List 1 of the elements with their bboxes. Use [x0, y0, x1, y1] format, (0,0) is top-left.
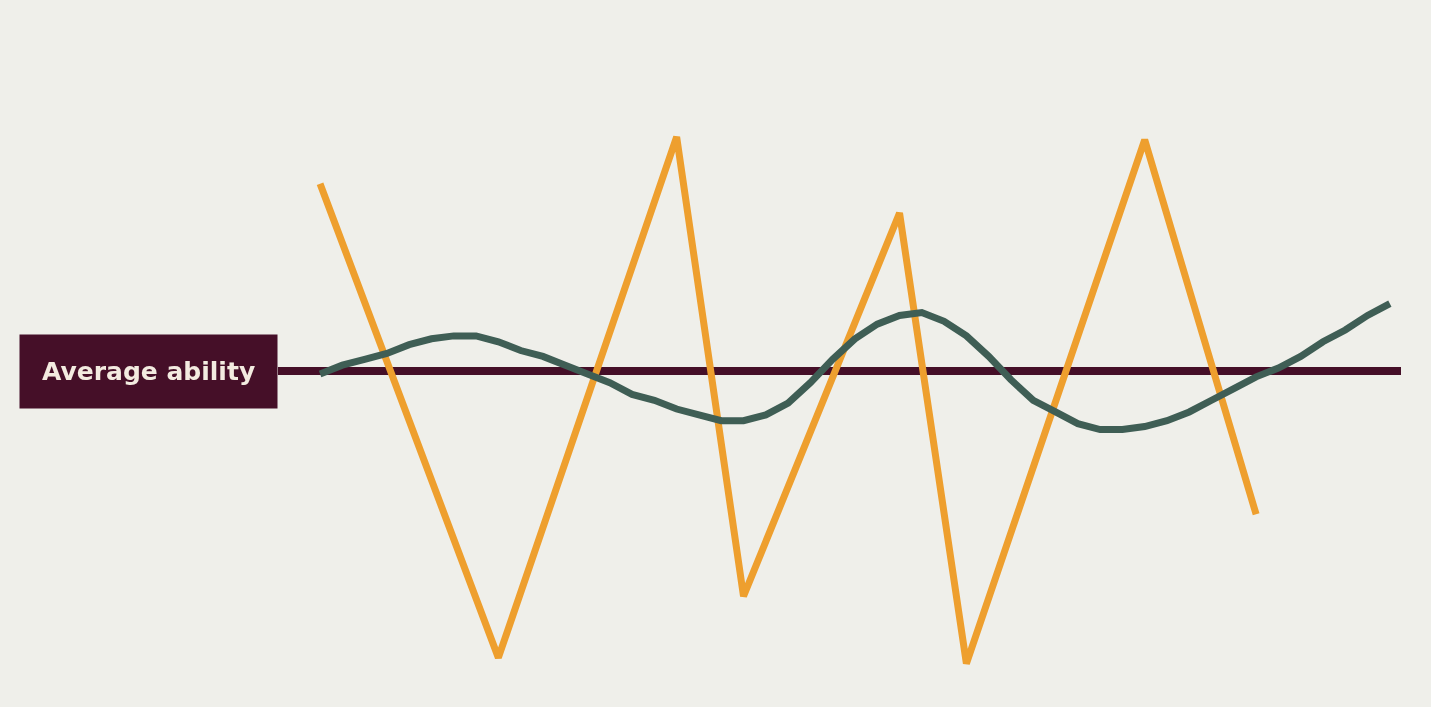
- ref-line-label: Average ability: [42, 357, 256, 386]
